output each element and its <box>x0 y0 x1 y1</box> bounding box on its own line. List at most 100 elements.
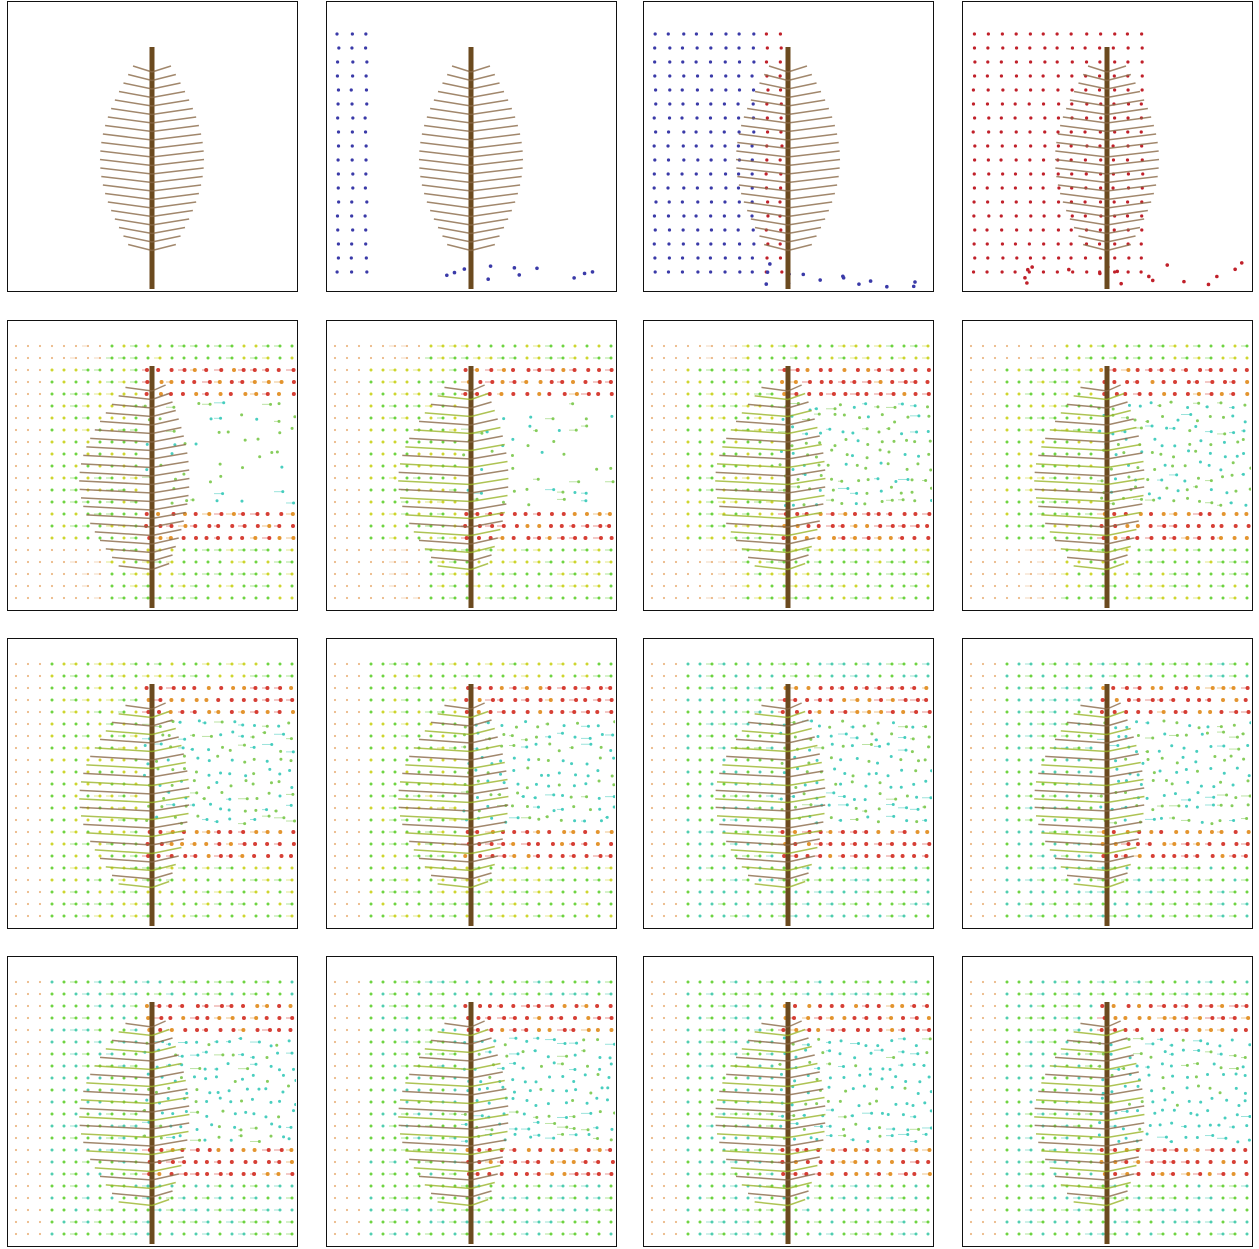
particle <box>668 74 671 77</box>
particle <box>63 675 66 678</box>
particle <box>192 380 196 384</box>
particle <box>346 585 348 587</box>
particle <box>653 214 656 217</box>
particle <box>123 513 126 516</box>
particle <box>994 381 996 383</box>
particle <box>39 345 41 347</box>
particle <box>675 429 677 431</box>
branch <box>152 83 181 89</box>
particle <box>1078 393 1081 396</box>
branch <box>1107 143 1158 149</box>
particle <box>560 842 564 846</box>
particle <box>243 585 246 588</box>
particle <box>1070 130 1073 133</box>
particle <box>27 687 29 689</box>
particle <box>1112 46 1115 49</box>
particle <box>994 405 996 407</box>
frame-image <box>327 2 615 290</box>
particle <box>687 549 689 551</box>
particle <box>279 795 282 798</box>
particle <box>1134 418 1137 421</box>
particle <box>791 468 794 471</box>
particle <box>1057 186 1060 189</box>
particle <box>994 453 996 455</box>
branch <box>81 498 152 502</box>
branch <box>152 822 187 828</box>
particle <box>346 915 348 917</box>
particle <box>806 368 810 372</box>
branch <box>125 705 152 709</box>
particle <box>1028 102 1031 105</box>
particle <box>1126 573 1129 576</box>
particle <box>1249 467 1251 470</box>
particle <box>986 74 989 77</box>
particle <box>27 489 29 491</box>
particle <box>87 537 90 540</box>
particle <box>1236 455 1239 458</box>
particle <box>880 462 883 465</box>
particle <box>418 561 420 563</box>
particle <box>972 270 975 273</box>
particle <box>1126 130 1129 133</box>
particle <box>240 413 243 416</box>
particle <box>724 256 727 259</box>
particle <box>27 819 29 821</box>
particle <box>334 699 336 701</box>
particle <box>843 414 846 417</box>
particle <box>830 449 833 452</box>
particle <box>1029 74 1032 77</box>
particle <box>111 597 114 600</box>
particle <box>653 60 656 63</box>
particle <box>219 561 222 564</box>
particle <box>539 380 543 384</box>
particle-field <box>970 345 1251 600</box>
particle <box>513 490 516 493</box>
particle <box>682 74 685 77</box>
particle <box>987 172 990 175</box>
particle <box>231 731 234 734</box>
particle <box>15 369 17 371</box>
particle <box>27 663 29 665</box>
particle <box>207 357 210 360</box>
particle <box>364 130 367 133</box>
branch <box>1074 396 1107 400</box>
particle <box>220 791 223 794</box>
branch <box>444 387 471 391</box>
particle <box>973 172 976 175</box>
particle <box>1247 524 1251 528</box>
particle <box>1054 561 1056 563</box>
particle <box>99 501 102 504</box>
branch <box>1060 126 1107 132</box>
particle <box>502 501 505 504</box>
branch <box>1050 532 1107 536</box>
particle <box>231 675 234 678</box>
particle <box>987 32 990 35</box>
particle <box>216 755 219 758</box>
branch <box>737 177 788 183</box>
branch <box>108 117 152 123</box>
particle <box>999 158 1002 161</box>
particle <box>699 345 701 347</box>
particle <box>430 369 433 372</box>
particle <box>255 915 258 918</box>
particle <box>709 214 712 217</box>
particle <box>358 891 360 893</box>
branch <box>1107 177 1158 183</box>
particle <box>982 525 984 527</box>
particle <box>737 186 740 189</box>
particle <box>278 830 282 834</box>
particle <box>752 46 755 49</box>
branch <box>152 848 181 854</box>
particle <box>230 524 234 528</box>
particle <box>681 256 684 259</box>
particle <box>973 242 976 245</box>
branch <box>764 245 788 251</box>
particle <box>970 345 972 347</box>
branch <box>152 729 176 735</box>
particle <box>27 699 29 701</box>
particle <box>219 392 223 396</box>
particle <box>111 711 114 714</box>
particle <box>511 392 515 396</box>
particle <box>1018 489 1021 492</box>
particle <box>394 675 397 678</box>
